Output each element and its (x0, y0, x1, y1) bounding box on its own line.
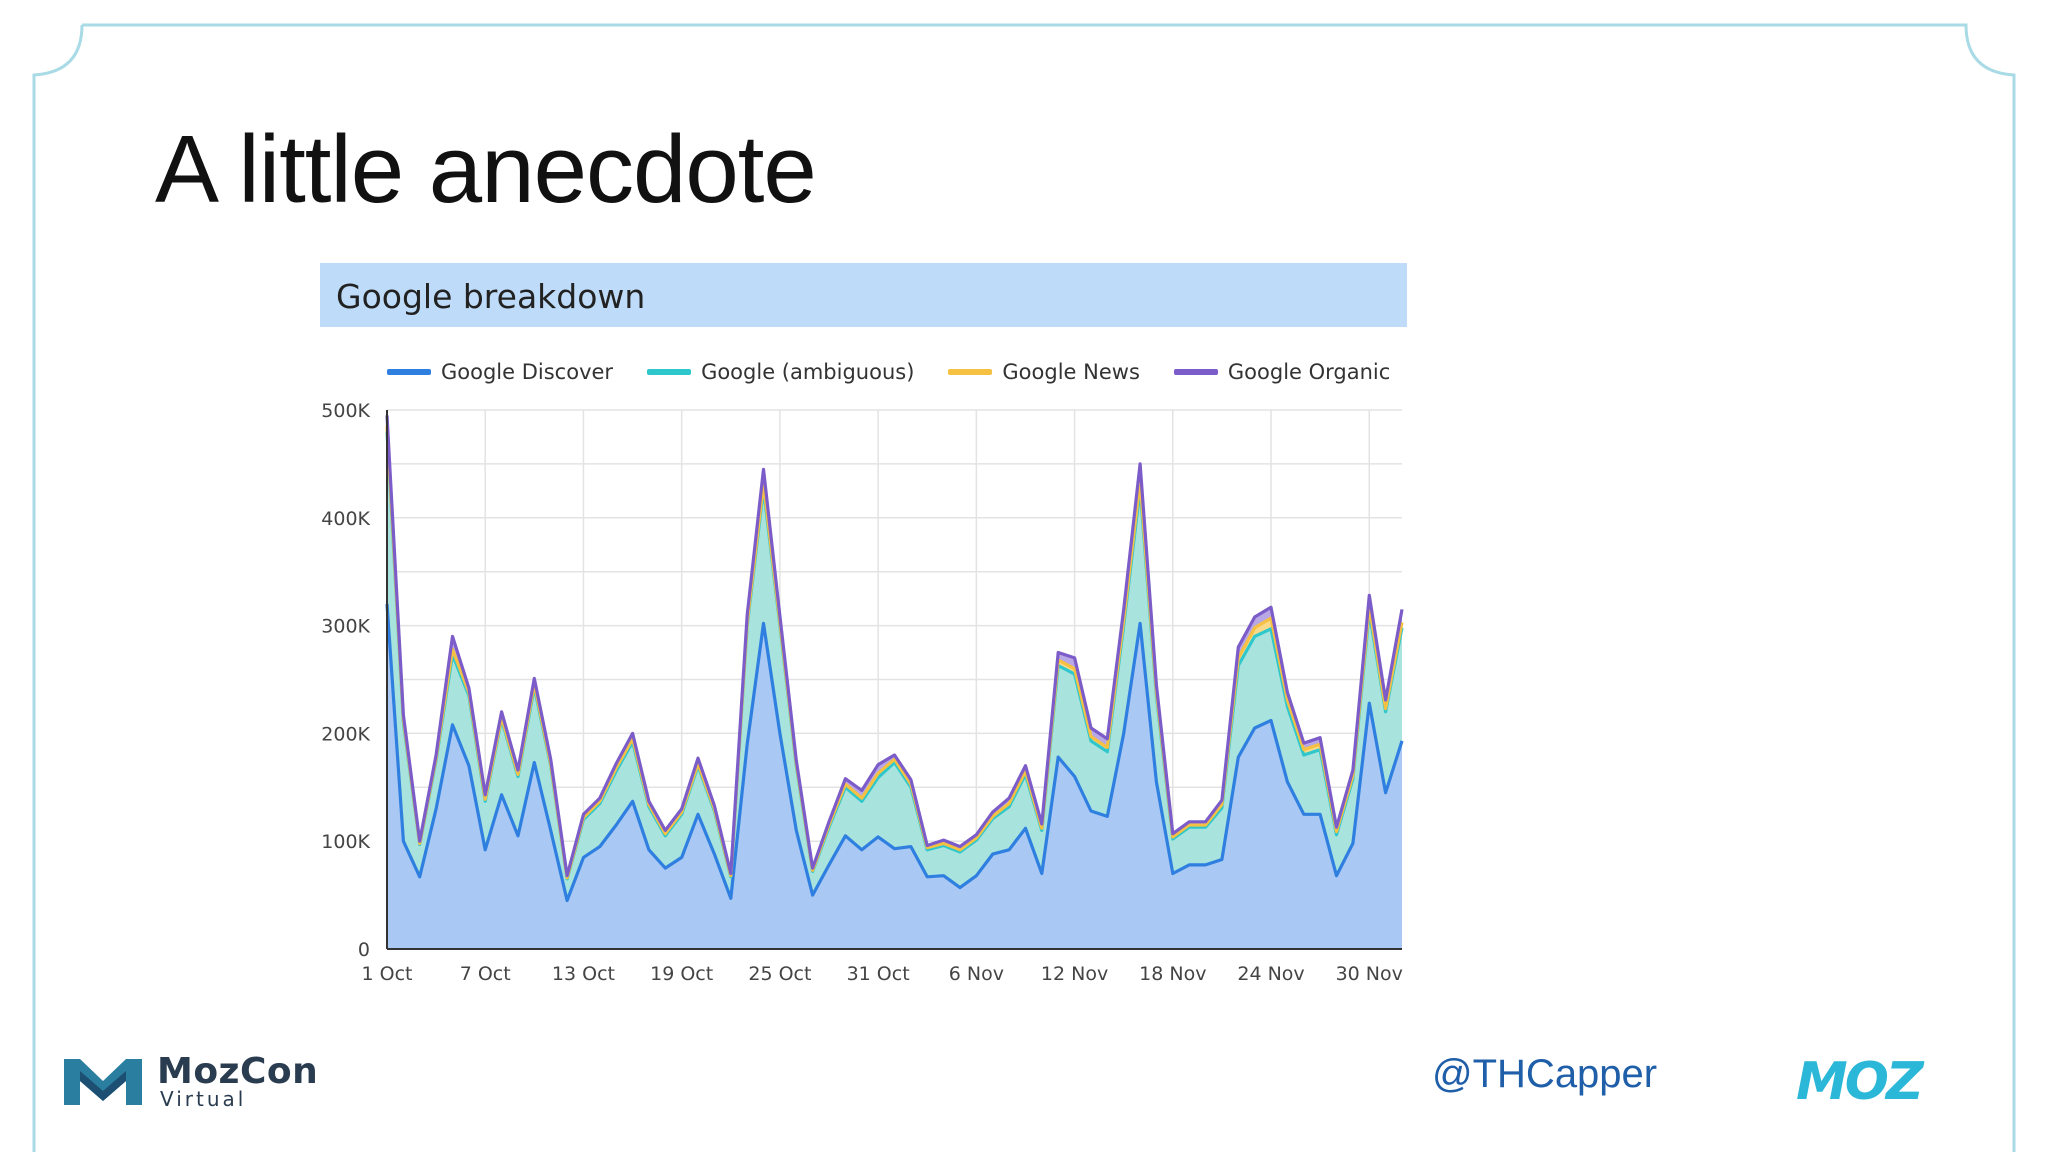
chart-axes: 0 100K 200K 300K 400K 500K 1 Oct 7 Oct 13 Oct 19 … (321, 400, 1403, 985)
x-tick-label: 6 Nov (949, 963, 1004, 985)
mozcon-subtitle: Virtual (160, 1087, 247, 1111)
slide-title: A little anecdote (155, 116, 817, 223)
legend-swatch (647, 369, 692, 375)
legend-label: Google Discover (441, 360, 614, 384)
x-tick-label: 30 Nov (1336, 963, 1403, 985)
x-tick-label: 24 Nov (1237, 963, 1304, 985)
line-google-organic (385, 415, 1404, 878)
frame-border (32, 23, 2016, 1152)
mozcon-wordmark: MozCon (157, 1051, 319, 1092)
line-google-discover (385, 603, 1404, 903)
y-tick-label: 0 (358, 939, 370, 961)
chart-lines (385, 415, 1404, 903)
mozcon-m-icon (64, 1059, 142, 1105)
x-tick-label: 31 Oct (847, 963, 910, 985)
x-tick-label: 13 Oct (552, 963, 615, 985)
legend-item-google-organic[interactable]: Google Organic (1173, 360, 1391, 384)
legend-item-google-discover[interactable]: Google Discover (387, 360, 613, 384)
y-tick-label: 400K (321, 508, 370, 530)
chart-title: Google breakdown (336, 277, 646, 316)
x-tick-label: 12 Nov (1041, 963, 1108, 985)
x-tick-label: 19 Oct (650, 963, 713, 985)
moz-logo: MOZ (1796, 1052, 1924, 1112)
area-google-ambiguous- (387, 431, 1402, 901)
legend-item-google-news[interactable]: Google News (948, 360, 1140, 384)
twitter-handle[interactable]: @THCapper (1432, 1052, 1658, 1096)
legend-swatch (948, 369, 993, 375)
legend-label: Google (ambiguous) (701, 360, 915, 384)
legend-label: Google News (1002, 360, 1140, 384)
y-tick-label: 300K (321, 616, 370, 638)
x-tick-label: 7 Oct (460, 963, 511, 985)
chart-legend: Google Discover Google (ambiguous) Googl… (387, 360, 1390, 384)
area-google-discover (387, 604, 1402, 949)
chart-header-bar (320, 263, 1407, 327)
legend-swatch (387, 369, 431, 375)
y-tick-label: 200K (321, 723, 370, 745)
legend-label: Google Organic (1227, 360, 1391, 384)
y-tick-label: 500K (321, 400, 370, 422)
chart-areas (387, 415, 1402, 949)
y-tick-label: 100K (321, 831, 370, 853)
legend-swatch (1173, 369, 1218, 375)
x-tick-label: 25 Oct (748, 963, 811, 985)
x-tick-label: 18 Nov (1139, 963, 1206, 985)
legend-item-google-ambiguous[interactable]: Google (ambiguous) (647, 360, 914, 384)
x-tick-label: 1 Oct (362, 963, 413, 985)
